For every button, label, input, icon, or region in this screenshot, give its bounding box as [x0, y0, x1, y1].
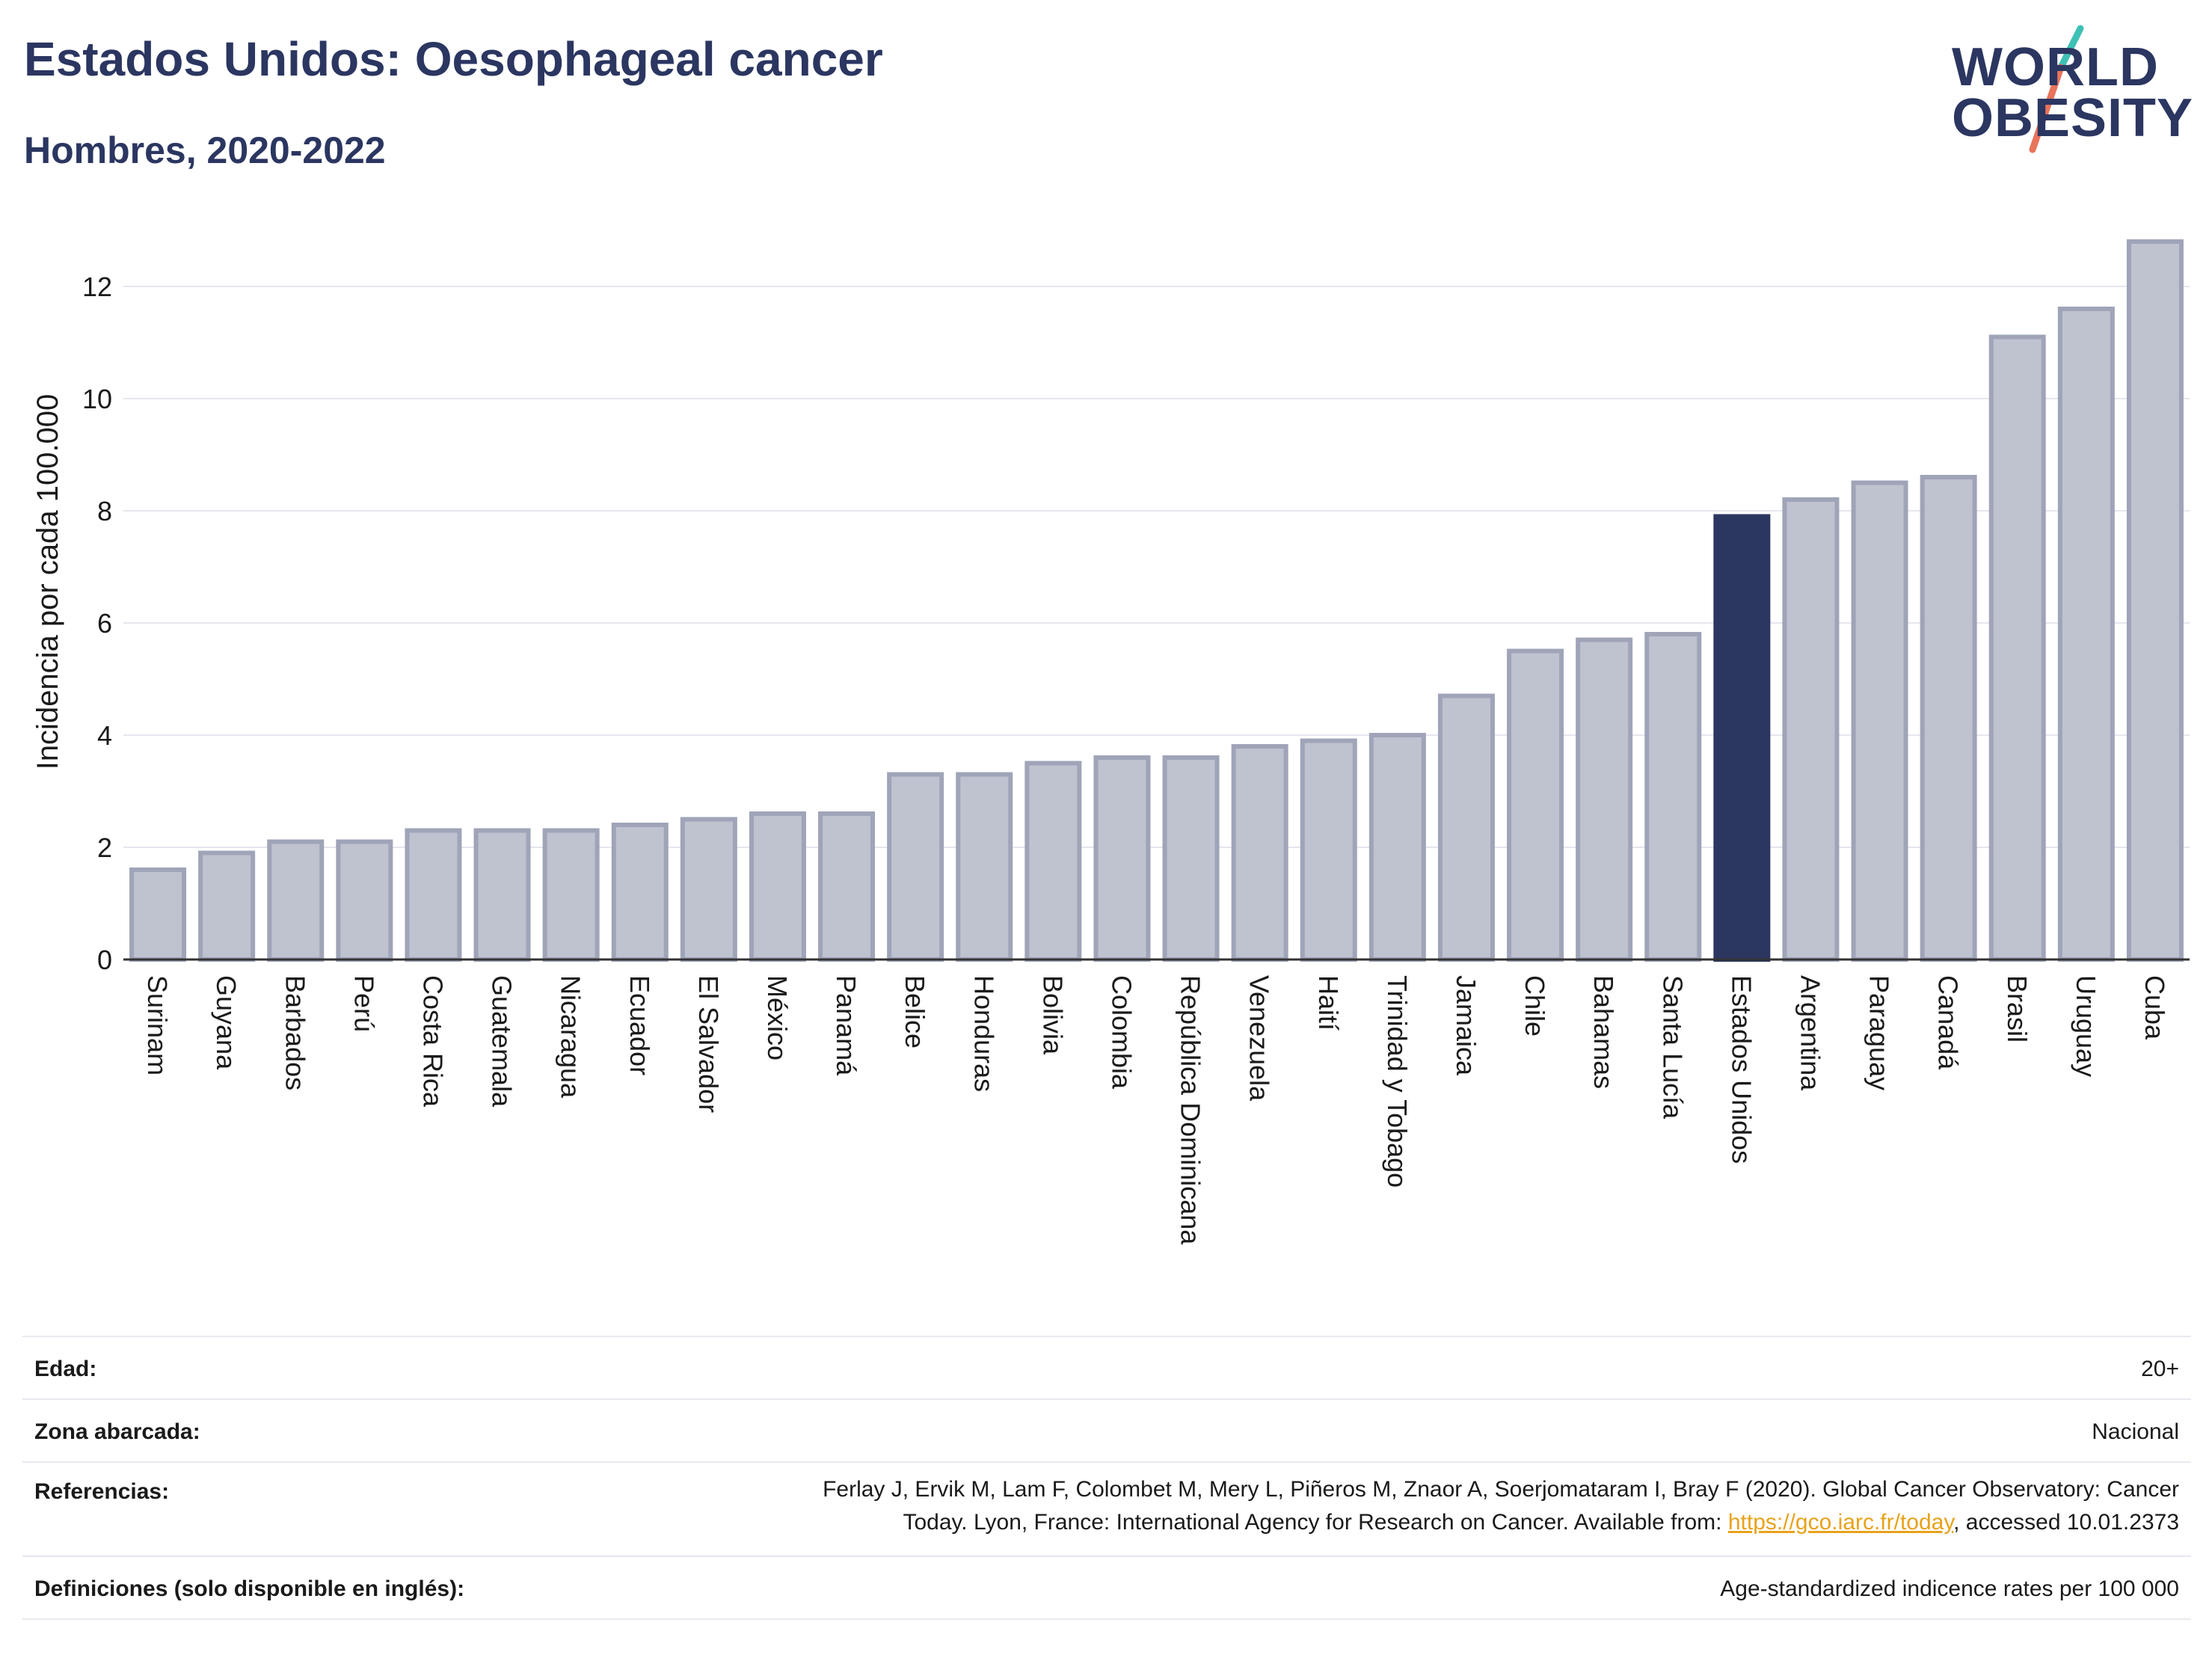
ref-line-1: Ferlay J, Ervik M, Lam F, Colombet M, Me…: [823, 1477, 2179, 1502]
bar-panamá: [818, 811, 876, 962]
x-tick-label: Bahamas: [1588, 975, 1619, 1089]
x-tick-label: Brasil: [2002, 975, 2033, 1043]
y-tick-label: 8: [97, 496, 112, 526]
page-title: Estados Unidos: Oesophageal cancer: [24, 32, 883, 86]
x-tick-label: Venezuela: [1244, 975, 1275, 1102]
bar-venezuela: [1231, 744, 1288, 962]
world-obesity-logo: WORLD OBESITY: [1943, 22, 2194, 157]
logo-slash-icon: [2029, 25, 2084, 153]
ref-line-2-pre: Today. Lyon, France: International Agenc…: [903, 1510, 1728, 1535]
bar-costa-rica: [405, 828, 462, 962]
y-tick-label: 4: [97, 720, 112, 751]
x-tick-label: Paraguay: [1864, 975, 1895, 1090]
bar-paraguay: [1851, 480, 1908, 962]
x-tick-label: Belice: [900, 975, 930, 1048]
x-tick-label: Bolivia: [1037, 975, 1068, 1055]
x-tick-label: Haití: [1313, 975, 1344, 1031]
bar-república-dominicana: [1162, 755, 1220, 962]
bar-bolivia: [1024, 761, 1082, 962]
x-tick-label: México: [762, 975, 793, 1060]
x-tick-label: Estados Unidos: [1726, 975, 1757, 1164]
x-tick-label: República Dominicana: [1176, 975, 1206, 1245]
ref-line-2-post: , accessed 10.01.2373: [1953, 1510, 2179, 1535]
bar-chart: 0 2 4 6 8 10 12 Surinam Guyana Barbados Perú Costa…: [31, 239, 2190, 1245]
y-tick-label: 0: [97, 945, 112, 975]
bar-ecuador: [611, 823, 669, 962]
y-axis-label: Incidencia por cada 100.000: [31, 394, 64, 770]
logo-line-1: WORLD: [1952, 37, 2159, 97]
x-tick-label: Jamaica: [1451, 975, 1481, 1076]
logo-line-2: OBESITY: [1952, 88, 2194, 148]
meta-row-referencias: Referencias: Ferlay J, Ervik M, Lam F, C…: [22, 1461, 2191, 1556]
x-tick-label: Honduras: [968, 975, 999, 1092]
bar-uruguay: [2057, 307, 2115, 962]
bar-barbados: [267, 839, 325, 962]
y-tick-label: 2: [97, 832, 112, 863]
x-tick-label: Uruguay: [2071, 975, 2101, 1077]
x-tick-label: Chile: [1520, 975, 1550, 1037]
referencias-label: Referencias:: [34, 1479, 170, 1504]
bar-belice: [887, 772, 944, 962]
bar-estados-unidos: [1713, 514, 1771, 962]
referencias-value: Ferlay J, Ervik M, Lam F, Colombet M, Me…: [497, 1473, 2179, 1539]
x-tick-labels: Surinam Guyana Barbados Perú Costa Rica Guate…: [142, 975, 2170, 1245]
y-tick-label: 10: [82, 384, 112, 414]
y-tick-label: 12: [82, 271, 112, 302]
x-tick-label: El Salvador: [693, 975, 724, 1113]
bar-honduras: [956, 772, 1013, 962]
x-tick-label: Panamá: [831, 975, 861, 1076]
zona-label: Zona abarcada:: [34, 1419, 200, 1444]
x-tick-label: Ecuador: [624, 975, 655, 1075]
bar-el-salvador: [680, 817, 737, 962]
bar-perú: [336, 839, 393, 962]
x-tick-label: Trinidad y Tobago: [1382, 975, 1413, 1188]
x-tick-label: Perú: [348, 975, 379, 1032]
meta-bottom-rule: [22, 1618, 2191, 1620]
grid-lines: [123, 286, 2190, 848]
x-tick-label: Guatemala: [487, 975, 517, 1108]
x-tick-label: Cuba: [2139, 975, 2170, 1040]
bars: [129, 239, 2184, 962]
bar-guatemala: [473, 828, 531, 962]
bar-jamaica: [1437, 693, 1495, 962]
page-subtitle: Hombres, 2020-2022: [24, 129, 386, 171]
y-tick-labels: 0 2 4 6 8 10 12: [82, 271, 112, 975]
x-tick-label: Colombia: [1106, 975, 1137, 1090]
bar-argentina: [1782, 497, 1840, 962]
bar-santa-lucía: [1644, 632, 1702, 962]
ref-line-2: Today. Lyon, France: International Agenc…: [497, 1506, 2179, 1539]
meta-row-definiciones: Definiciones (solo disponible en inglés)…: [22, 1556, 2191, 1618]
edad-value: 20+: [2141, 1357, 2179, 1381]
zona-value: Nacional: [2092, 1419, 2179, 1444]
x-tick-label: Canadá: [1933, 975, 1964, 1070]
y-tick-label: 6: [97, 608, 112, 639]
metadata-table: Edad: 20+ Zona abarcada: Nacional Refere…: [22, 1336, 2191, 1620]
edad-label: Edad:: [34, 1357, 97, 1381]
bar-haití: [1300, 738, 1357, 962]
x-tick-label: Barbados: [280, 975, 310, 1090]
meta-row-zona: Zona abarcada: Nacional: [22, 1398, 2191, 1461]
bar-brasil: [1988, 334, 2046, 962]
bar-nicaragua: [542, 828, 600, 962]
x-tick-label: Argentina: [1795, 975, 1825, 1091]
bar-colombia: [1093, 755, 1151, 962]
x-tick-label: Guyana: [211, 975, 242, 1070]
definiciones-label: Definiciones (solo disponible en inglés)…: [34, 1576, 465, 1601]
x-tick-label: Surinam: [142, 975, 173, 1075]
bar-bahamas: [1576, 637, 1633, 962]
bar-chile: [1507, 648, 1564, 962]
x-tick-label: Costa Rica: [417, 975, 448, 1108]
x-tick-label: Santa Lucía: [1657, 975, 1688, 1120]
x-tick-label: Nicaragua: [556, 975, 586, 1099]
definiciones-value: Age-standardized indicence rates per 100…: [1720, 1576, 2179, 1601]
bar-trinidad-y-tobago: [1368, 733, 1426, 962]
bar-cuba: [2126, 239, 2184, 962]
bar-canadá: [1920, 475, 1977, 962]
bar-surinam: [129, 868, 187, 962]
ref-link[interactable]: https://gco.iarc.fr/today: [1727, 1510, 1954, 1535]
meta-row-edad: Edad: 20+: [22, 1336, 2191, 1398]
bar-guyana: [198, 850, 256, 962]
bar-méxico: [749, 811, 806, 962]
